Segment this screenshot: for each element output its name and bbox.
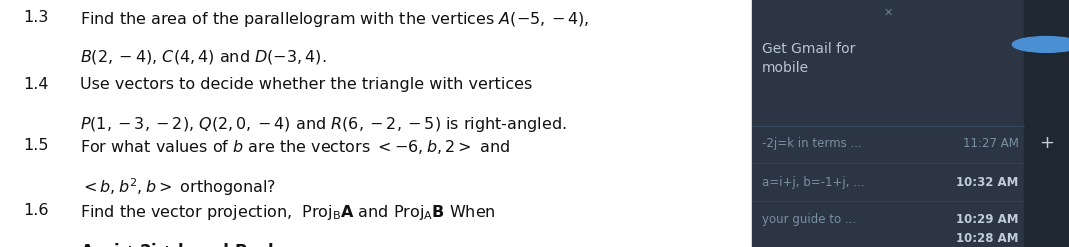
Text: Find the vector projection,  $\mathrm{Proj_B}\mathbf{A}$ and $\mathrm{Proj_A}\ma: Find the vector projection, $\mathrm{Pro… bbox=[80, 203, 496, 222]
Text: 10:29 AM: 10:29 AM bbox=[957, 213, 1019, 226]
Text: a=i+j, b=-1+j, ...: a=i+j, b=-1+j, ... bbox=[762, 176, 865, 189]
Text: 1.6: 1.6 bbox=[24, 203, 49, 218]
Bar bbox=[0, 0, 752, 247]
Bar bbox=[1024, 0, 1069, 247]
Text: +: + bbox=[1039, 134, 1054, 152]
Text: $<b,b^2,b>$ orthogonal?: $<b,b^2,b>$ orthogonal? bbox=[80, 177, 276, 198]
Text: Use vectors to decide whether the triangle with vertices: Use vectors to decide whether the triang… bbox=[80, 77, 532, 92]
Text: 10:32 AM: 10:32 AM bbox=[957, 176, 1019, 189]
Text: 1.4: 1.4 bbox=[24, 77, 49, 92]
Text: -2j=k in terms ...: -2j=k in terms ... bbox=[762, 137, 862, 150]
Circle shape bbox=[1012, 37, 1069, 52]
Text: $B(2,-4)$, $C(4,4)$ and $D(-3,4)$.: $B(2,-4)$, $C(4,4)$ and $D(-3,4)$. bbox=[80, 48, 327, 66]
Text: 10:28 AM: 10:28 AM bbox=[957, 231, 1019, 245]
Text: $\mathbf{A = i + 2j + k}$ and $\mathbf{B = k}.$: $\mathbf{A = i + 2j + k}$ and $\mathbf{B… bbox=[80, 241, 284, 247]
Text: Get Gmail for
mobile: Get Gmail for mobile bbox=[762, 42, 855, 76]
Text: your guide to ...: your guide to ... bbox=[762, 213, 856, 226]
Text: 1.5: 1.5 bbox=[24, 138, 49, 153]
Text: 11:27 AM: 11:27 AM bbox=[963, 137, 1019, 150]
Text: Find the area of the parallelogram with the vertices $A(-5,-4)$,: Find the area of the parallelogram with … bbox=[80, 10, 590, 29]
Text: For what values of $b$ are the vectors $<-6,b,2>$ and: For what values of $b$ are the vectors $… bbox=[80, 138, 510, 156]
Bar bbox=[752, 0, 1024, 247]
Text: $P(1,-3,-2)$, $Q(2,0,-4)$ and $R(6,-2,-5)$ is right-angled.: $P(1,-3,-2)$, $Q(2,0,-4)$ and $R(6,-2,-5… bbox=[80, 115, 567, 134]
Text: 1.3: 1.3 bbox=[24, 10, 49, 25]
Text: ✕: ✕ bbox=[883, 7, 893, 17]
